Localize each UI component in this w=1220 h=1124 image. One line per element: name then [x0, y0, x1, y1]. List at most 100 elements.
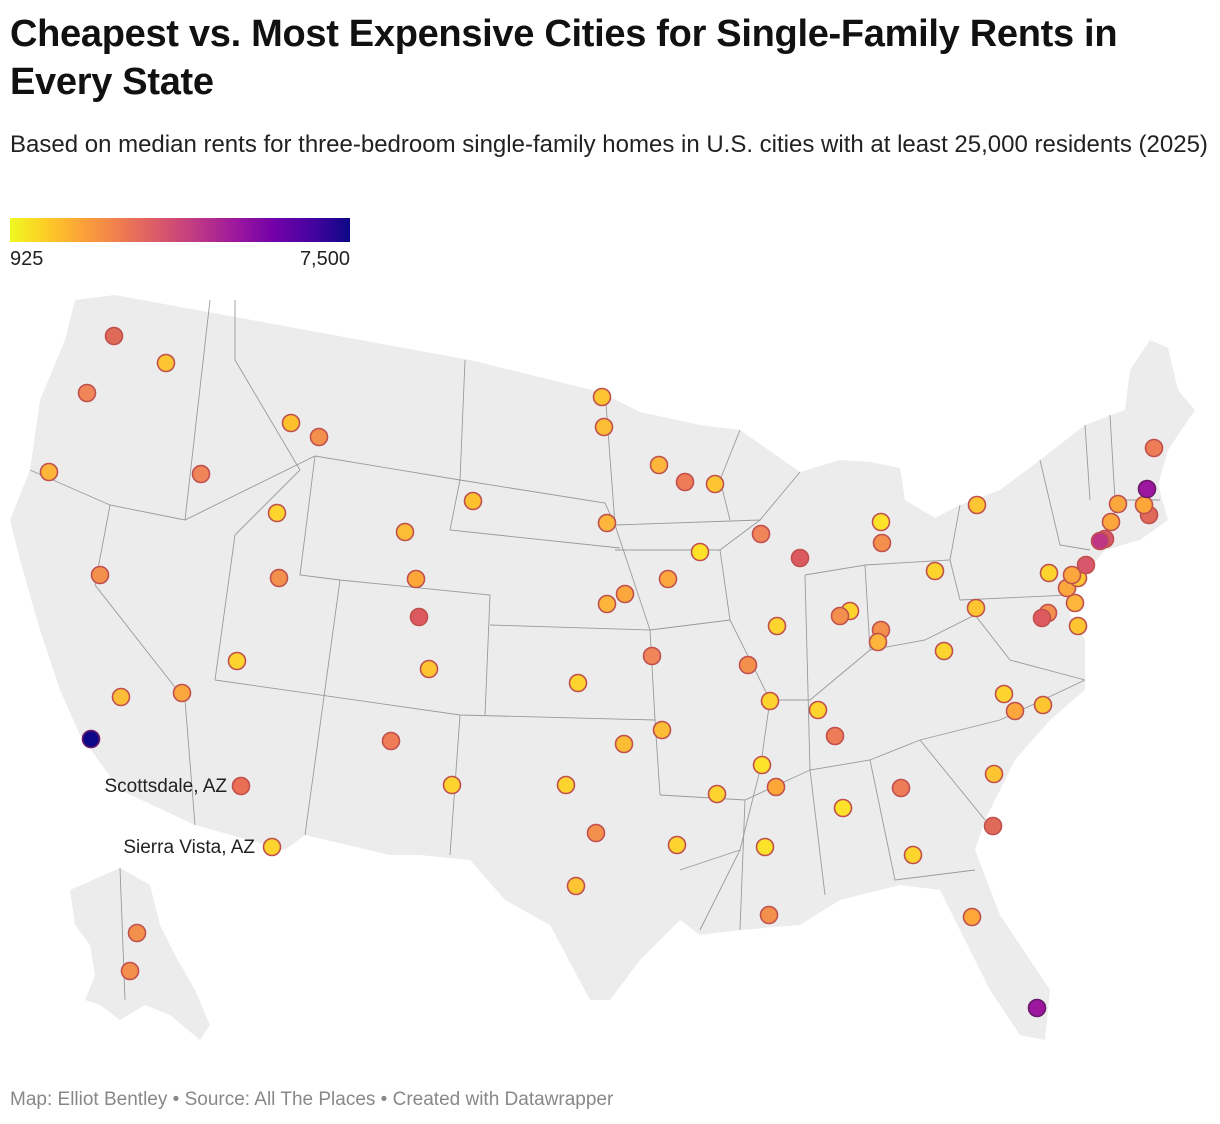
city-marker[interactable] — [760, 691, 780, 711]
city-marker[interactable] — [556, 775, 576, 795]
city-marker[interactable] — [1005, 701, 1025, 721]
city-marker[interactable] — [707, 784, 727, 804]
city-markers — [39, 326, 1164, 1018]
city-marker[interactable] — [868, 632, 888, 652]
city-marker[interactable] — [442, 775, 462, 795]
city-marker[interactable] — [463, 491, 483, 511]
city-marker[interactable] — [903, 845, 923, 865]
city-marker[interactable] — [231, 776, 251, 796]
city-marker[interactable] — [962, 907, 982, 927]
city-marker[interactable] — [755, 837, 775, 857]
city-marker[interactable] — [759, 905, 779, 925]
city-marker[interactable] — [615, 584, 635, 604]
callout-sierra-vista: Sierra Vista, AZ — [123, 837, 255, 858]
city-marker[interactable] — [652, 720, 672, 740]
city-marker[interactable] — [642, 646, 662, 666]
city-marker[interactable] — [77, 383, 97, 403]
city-marker[interactable] — [191, 464, 211, 484]
city-marker[interactable] — [872, 533, 892, 553]
city-marker[interactable] — [419, 659, 439, 679]
city-marker[interactable] — [267, 503, 287, 523]
city-marker[interactable] — [568, 673, 588, 693]
city-marker[interactable] — [675, 472, 695, 492]
city-marker[interactable] — [597, 594, 617, 614]
city-marker[interactable] — [994, 684, 1014, 704]
legend-color-ramp — [10, 218, 350, 242]
city-marker[interactable] — [983, 816, 1003, 836]
city-marker[interactable] — [1033, 695, 1053, 715]
city-marker[interactable] — [381, 731, 401, 751]
city-marker[interactable] — [1039, 563, 1059, 583]
city-marker[interactable] — [871, 512, 891, 532]
city-marker[interactable] — [830, 606, 850, 626]
city-marker[interactable] — [104, 326, 124, 346]
city-marker[interactable] — [406, 569, 426, 589]
city-marker[interactable] — [1144, 438, 1164, 458]
city-marker[interactable] — [752, 755, 772, 775]
land-areas — [10, 295, 1195, 1040]
city-marker[interactable] — [614, 734, 634, 754]
city-marker[interactable] — [1062, 565, 1082, 585]
city-marker[interactable] — [120, 961, 140, 981]
city-marker[interactable] — [705, 474, 725, 494]
city-marker[interactable] — [967, 495, 987, 515]
city-marker[interactable] — [409, 607, 429, 627]
city-marker[interactable] — [262, 837, 282, 857]
legend-min-label: 925 — [10, 248, 44, 270]
city-marker[interactable] — [1076, 555, 1096, 575]
city-marker[interactable] — [808, 700, 828, 720]
city-marker[interactable] — [925, 561, 945, 581]
callout-scottsdale: Scottsdale, AZ — [104, 776, 227, 797]
city-marker[interactable] — [566, 876, 586, 896]
city-marker[interactable] — [597, 513, 617, 533]
city-marker[interactable] — [111, 687, 131, 707]
city-marker[interactable] — [649, 455, 669, 475]
city-marker[interactable] — [825, 726, 845, 746]
city-marker[interactable] — [767, 616, 787, 636]
city-marker[interactable] — [690, 542, 710, 562]
city-marker[interactable] — [395, 522, 415, 542]
city-marker[interactable] — [667, 835, 687, 855]
legend-max-label: 7,500 — [299, 248, 350, 270]
city-marker[interactable] — [1137, 479, 1157, 499]
city-marker[interactable] — [1065, 593, 1085, 613]
city-marker[interactable] — [90, 565, 110, 585]
city-marker[interactable] — [891, 778, 911, 798]
city-marker[interactable] — [1108, 494, 1128, 514]
city-marker[interactable] — [592, 387, 612, 407]
callout-labels: Scottsdale, AZ Sierra Vista, AZ — [104, 776, 255, 858]
city-marker[interactable] — [1101, 512, 1121, 532]
city-marker[interactable] — [127, 923, 147, 943]
city-marker[interactable] — [172, 683, 192, 703]
city-marker[interactable] — [833, 798, 853, 818]
chart-footer: Map: Elliot Bentley • Source: All The Pl… — [10, 1089, 613, 1111]
city-marker[interactable] — [934, 641, 954, 661]
footer-separator: • — [380, 1089, 393, 1110]
city-marker[interactable] — [658, 569, 678, 589]
city-marker[interactable] — [984, 764, 1004, 784]
city-marker[interactable] — [790, 548, 810, 568]
city-marker[interactable] — [594, 417, 614, 437]
city-marker[interactable] — [309, 427, 329, 447]
city-marker[interactable] — [39, 462, 59, 482]
city-marker[interactable] — [227, 651, 247, 671]
city-marker[interactable] — [766, 777, 786, 797]
city-marker[interactable] — [1032, 608, 1052, 628]
map-credit: Map: Elliot Bentley — [10, 1089, 168, 1110]
city-marker[interactable] — [81, 729, 101, 749]
city-marker[interactable] — [1090, 531, 1110, 551]
city-marker[interactable] — [269, 568, 289, 588]
city-marker[interactable] — [1027, 998, 1047, 1018]
city-marker[interactable] — [751, 524, 771, 544]
city-marker[interactable] — [281, 413, 301, 433]
contiguous-us-land — [10, 295, 1195, 1040]
color-legend: 925 7,500 — [10, 218, 350, 270]
city-marker[interactable] — [156, 353, 176, 373]
tool-credit: Created with Datawrapper — [392, 1089, 614, 1110]
city-marker[interactable] — [738, 655, 758, 675]
city-marker[interactable] — [1068, 616, 1088, 636]
city-marker[interactable] — [1134, 495, 1154, 515]
city-marker[interactable] — [966, 598, 986, 618]
alaska-land — [70, 868, 210, 1040]
city-marker[interactable] — [586, 823, 606, 843]
